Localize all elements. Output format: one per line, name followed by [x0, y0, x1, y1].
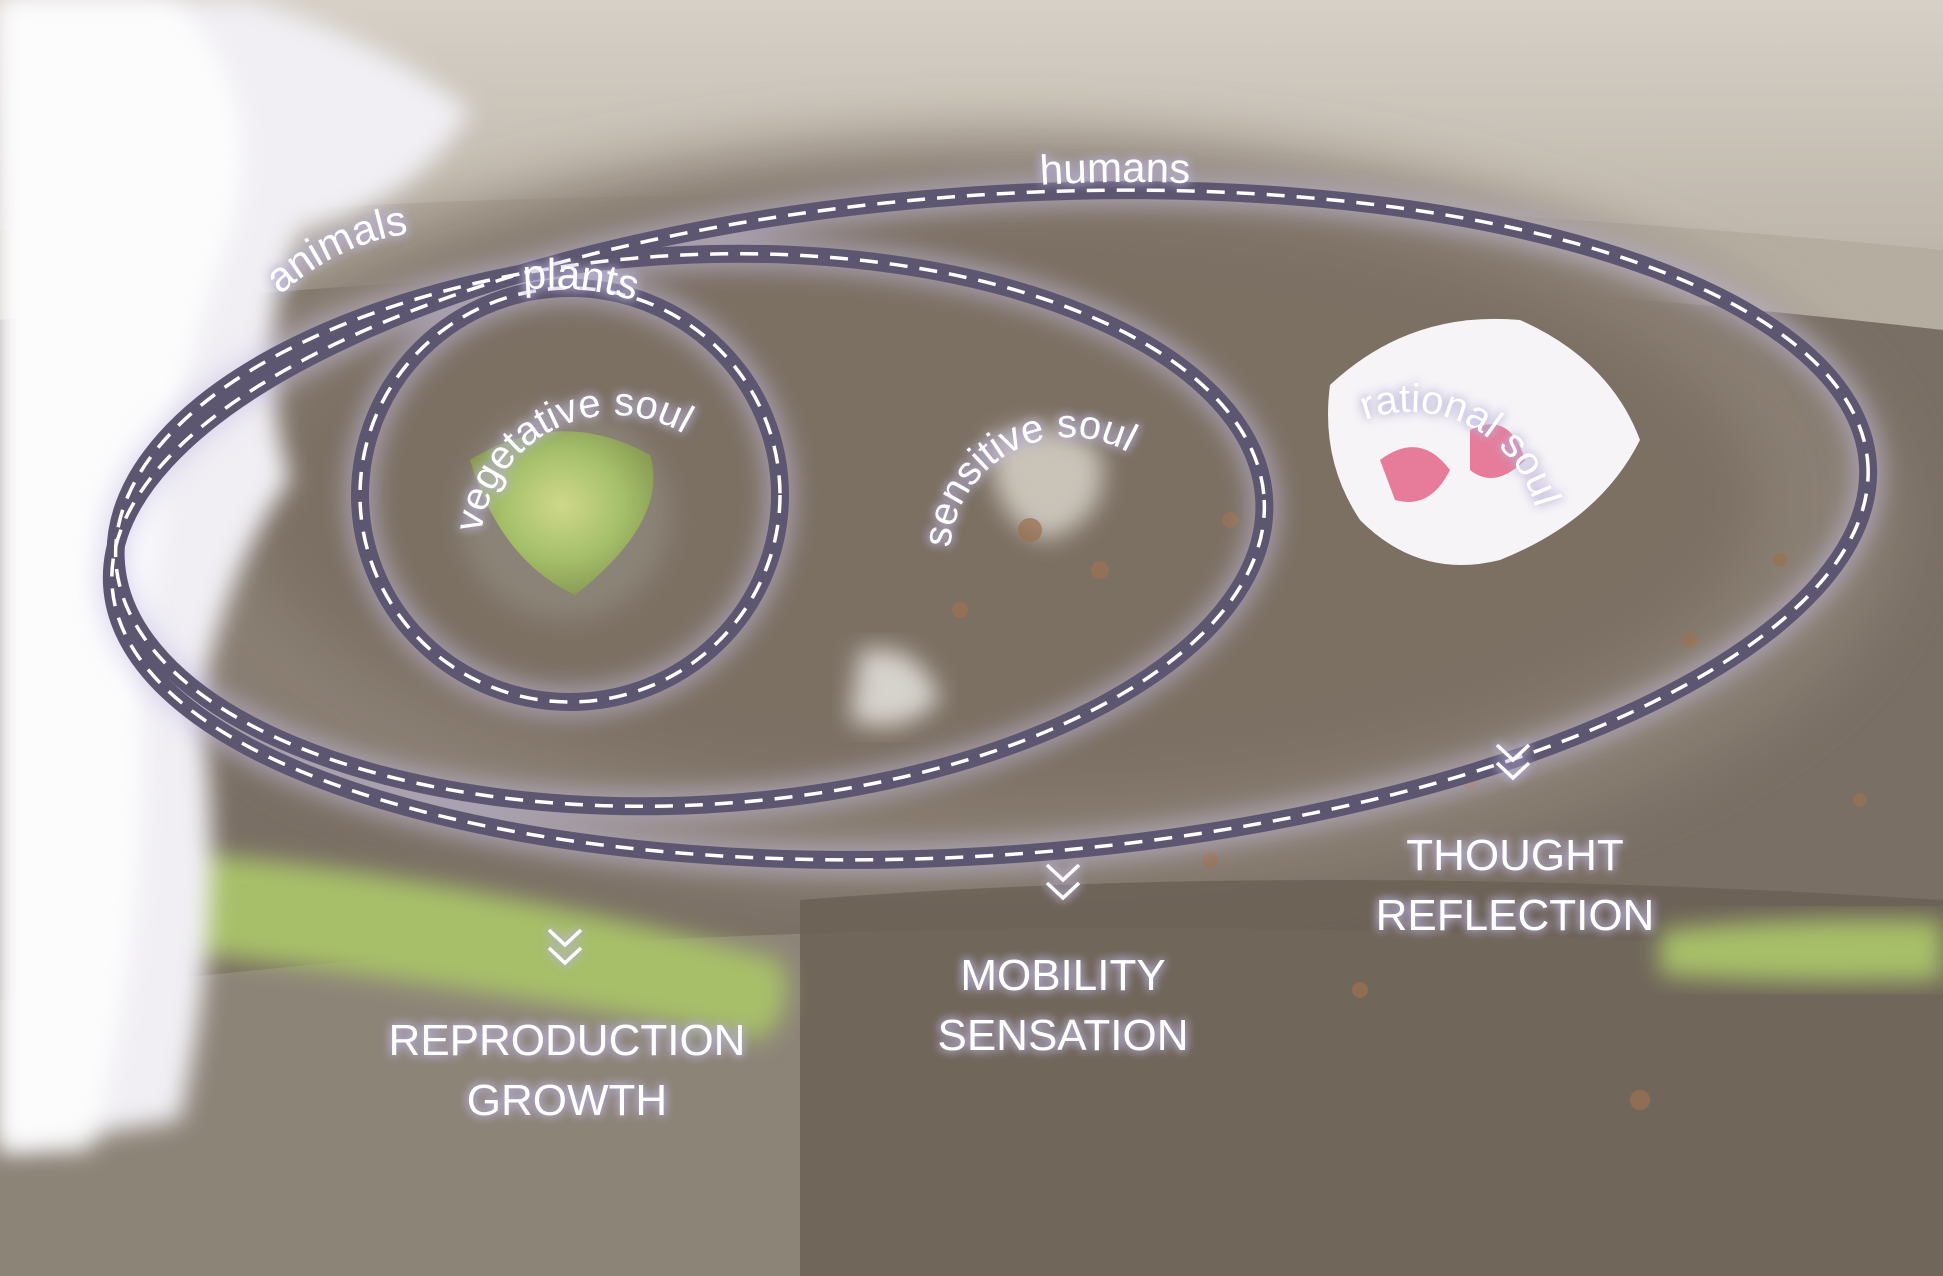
faculty-reflection: REFLECTION [1376, 891, 1655, 940]
group-rings [96, 175, 1884, 875]
rock-animals [990, 427, 1103, 540]
chevron-down-icon [547, 928, 583, 966]
faculty-thought: THOUGHT [1406, 831, 1624, 880]
faculty-growth: GROWTH [467, 1076, 667, 1125]
humans-label: humans [1038, 144, 1191, 194]
faculty-reproduction: REPRODUCTION [389, 1016, 746, 1065]
grass-strip-right [1660, 918, 1943, 982]
chevron-down-icon [1495, 743, 1531, 781]
island-plants [470, 431, 654, 595]
chevron-down-icon [1045, 863, 1081, 901]
faculty-sensation: SENSATION [937, 1011, 1188, 1060]
grass-strip-left [150, 850, 787, 1040]
faculty-mobility: MOBILITY [960, 951, 1165, 1000]
